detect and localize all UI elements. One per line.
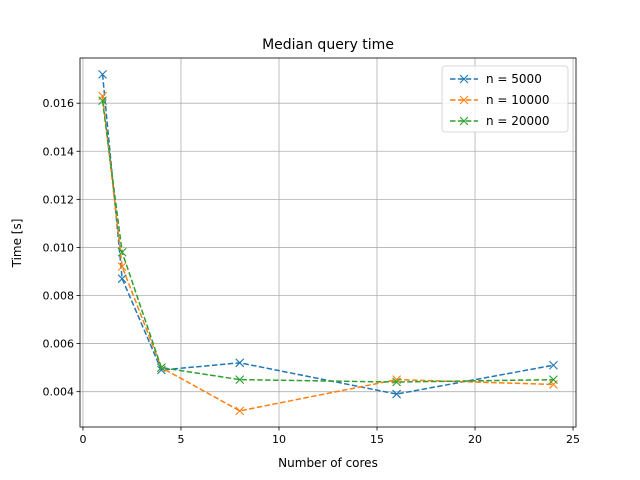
legend-marker [459, 74, 469, 84]
x-tick-label: 5 [177, 433, 184, 446]
data-point-marker [549, 360, 558, 370]
series-line [101, 74, 554, 395]
legend: n = 5000 n = 10000 n = 20000 [441, 65, 569, 133]
data-point-marker [235, 406, 245, 416]
y-tick-label: 0.012 [43, 193, 75, 206]
data-point-marker [392, 389, 402, 399]
legend-label: n = 5000 [486, 72, 542, 86]
legend-marker [459, 116, 469, 126]
y-tick-label: 0.014 [43, 145, 75, 158]
legend-item: n = 20000 [450, 114, 549, 128]
data-point-marker [235, 375, 245, 385]
y-tick-label: 0.016 [43, 97, 75, 110]
data-point-marker [98, 69, 107, 79]
x-tick-label: 25 [566, 433, 580, 446]
series-line [101, 95, 554, 412]
plot-frame [79, 57, 577, 428]
x-tick-label: 0 [79, 433, 86, 446]
legend-box [441, 65, 569, 133]
data-point-marker [156, 363, 166, 373]
legend-marker [459, 95, 469, 105]
chart-title: Median query time [262, 37, 394, 53]
data-point-marker [117, 262, 127, 272]
series-line [101, 100, 554, 383]
data-point-marker [98, 96, 107, 106]
data-point-marker [117, 274, 127, 284]
series-3 [98, 96, 558, 387]
data-point-marker [392, 377, 402, 387]
series-layer [98, 69, 558, 416]
x-tick-label: 15 [370, 433, 384, 446]
grid-layer [80, 58, 576, 427]
y-tick-label: 0.006 [43, 338, 75, 351]
x-axis-label: Number of cores [278, 456, 378, 470]
x-tick-label: 10 [272, 433, 286, 446]
series-2 [98, 91, 558, 416]
data-point-marker [117, 247, 127, 257]
y-tick-label: 0.008 [43, 290, 75, 303]
legend-item: n = 5000 [450, 72, 542, 86]
tick-layer: 0 5 10 15 20 25 0.004 0.006 0.008 0.010 0.012 0.014… [43, 97, 581, 446]
x-tick-label: 20 [468, 433, 482, 446]
legend-label: n = 10000 [486, 93, 549, 107]
y-axis-label: Time [s] [10, 219, 24, 269]
legend-label: n = 20000 [486, 114, 549, 128]
data-point-marker [549, 375, 558, 385]
y-tick-label: 0.004 [43, 386, 75, 399]
y-tick-label: 0.010 [43, 241, 75, 254]
data-point-marker [235, 358, 245, 368]
legend-item: n = 10000 [450, 93, 549, 107]
